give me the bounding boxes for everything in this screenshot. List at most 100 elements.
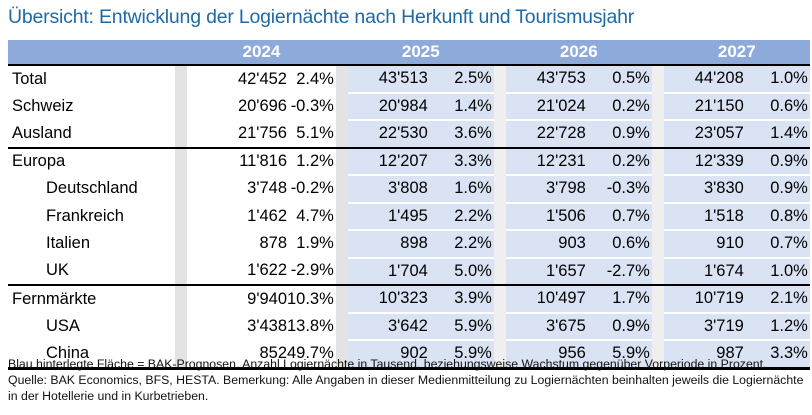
value-2026: 21'024	[505, 92, 586, 121]
column-separator	[175, 175, 187, 203]
row-label: UK	[8, 257, 175, 286]
growth-2024: 2.4%	[296, 69, 334, 88]
value-2024: 852	[187, 340, 287, 370]
growth-2027: 1.0%	[743, 65, 810, 94]
growth-2026: 0.6%	[585, 230, 652, 259]
table-row: Deutschland 3'748 -0.2% 3'808 1.6% 3'798 -0.3%…	[8, 175, 810, 204]
footnote: Blau hinterlegte Fläche = BAK-Prognosen,…	[8, 357, 804, 403]
growth-2026: 5.9%	[585, 340, 652, 370]
table-row: Total 42'452 2.4% 43'513 2.5% 43'753 0.5% 44'20…	[8, 65, 810, 94]
growth-2025: 2.2%	[427, 202, 494, 231]
growth-2027: 0.9%	[743, 175, 810, 204]
growth-2025: 3.9%	[427, 285, 494, 314]
value-2025: 898	[347, 230, 428, 259]
value-2024: 1'462	[247, 206, 287, 225]
year-header-2024: 2024	[187, 40, 336, 66]
growth-2024: 13.8%	[287, 316, 334, 335]
value-2026: 1'657	[505, 257, 586, 286]
column-separator	[335, 175, 348, 203]
column-separator	[651, 65, 664, 93]
column-separator	[493, 175, 506, 203]
growth-2024: 49.7%	[287, 340, 336, 370]
header-row: 2024 2025 2026 2027	[8, 40, 810, 66]
column-separator	[493, 230, 506, 258]
value-2026: 22'728	[505, 120, 586, 149]
growth-2025: 2.2%	[427, 230, 494, 259]
value-2024: 3'748	[247, 179, 287, 198]
column-separator	[651, 340, 664, 370]
value-2024: 878	[259, 234, 287, 253]
row-label: Fernmärkte	[12, 289, 97, 308]
column-separator	[175, 340, 187, 370]
growth-2027: 0.6%	[743, 92, 810, 121]
column-separator	[335, 285, 348, 313]
row-label: Schweiz	[12, 96, 74, 115]
table-row: Frankreich 1'462 4.7% 1'495 2.2% 1'506 0.7% 1'5…	[8, 202, 810, 231]
column-separator	[175, 312, 187, 340]
growth-2025: 5.0%	[427, 257, 494, 286]
growth-2024: 10.3%	[287, 289, 334, 308]
column-separator	[651, 147, 664, 175]
growth-2026: 0.5%	[585, 65, 652, 94]
growth-2026: 0.9%	[585, 120, 652, 149]
column-separator	[175, 92, 187, 120]
overnight-stays-table: 2024 2025 2026 2027 Total 42'452 2.4% 43'51…	[8, 40, 810, 370]
column-separator	[493, 257, 506, 286]
column-separator	[335, 312, 348, 340]
row-label: Deutschland	[46, 179, 138, 198]
value-2025: 43'513	[347, 65, 428, 94]
growth-2024: 1.2%	[296, 152, 334, 171]
growth-2024: -2.9%	[287, 257, 336, 286]
growth-2027: 0.9%	[743, 147, 810, 176]
value-2027: 44'208	[663, 65, 744, 94]
value-2027: 987	[663, 340, 744, 370]
growth-2026: 0.2%	[585, 147, 652, 176]
column-separator	[335, 65, 348, 93]
growth-2027: 0.7%	[743, 230, 810, 259]
column-separator	[651, 230, 664, 258]
value-2027: 3'719	[663, 312, 744, 341]
column-separator	[493, 312, 506, 340]
column-separator	[175, 147, 187, 175]
growth-2024: 5.1%	[287, 120, 336, 149]
column-separator	[651, 285, 664, 313]
column-separator	[175, 202, 187, 230]
growth-2026: 0.2%	[585, 92, 652, 121]
column-separator	[493, 65, 506, 93]
row-label: Italien	[46, 234, 91, 253]
value-2027: 3'830	[663, 175, 744, 204]
row-label: Ausland	[8, 120, 175, 149]
column-separator	[335, 92, 348, 120]
page-title: Übersicht: Entwicklung der Logiernächte …	[8, 6, 635, 28]
value-2024: 3'438	[247, 316, 287, 335]
table-row: Schweiz 20'696 -0.3% 20'984 1.4% 21'024 0.2% 21…	[8, 92, 810, 121]
row-label: USA	[46, 316, 80, 335]
value-2025: 10'323	[347, 285, 428, 314]
column-separator	[175, 120, 187, 149]
growth-2027: 2.1%	[743, 285, 810, 314]
table-row: Fernmärkte 9'940 10.3% 10'323 3.9% 10'497 1.7%…	[8, 285, 810, 314]
column-separator	[335, 202, 348, 230]
table-row: Ausland 21'756 5.1% 22'530 3.6% 22'728 0.9% 23'…	[8, 120, 810, 149]
row-label: Frankreich	[46, 206, 124, 225]
value-2027: 1'674	[663, 257, 744, 286]
table-row: Europa 11'816 1.2% 12'207 3.3% 12'231 0.2% 12'3…	[8, 147, 810, 176]
growth-2024: -0.3%	[290, 96, 334, 115]
table-row: Italien 878 1.9% 898 2.2% 903 0.6% 910 0.7%	[8, 230, 810, 259]
row-label: China	[8, 340, 175, 370]
value-2024: 1'622	[187, 257, 287, 286]
growth-2026: 0.9%	[585, 312, 652, 341]
row-label: Europa	[12, 152, 66, 171]
value-2025: 20'984	[347, 92, 428, 121]
column-separator	[335, 257, 348, 286]
value-2027: 23'057	[663, 120, 744, 149]
column-separator	[651, 202, 664, 230]
value-2026: 10'497	[505, 285, 586, 314]
growth-2027: 0.8%	[743, 202, 810, 231]
column-separator	[175, 65, 187, 93]
column-separator	[493, 340, 506, 370]
growth-2025: 3.3%	[427, 147, 494, 176]
column-separator	[493, 120, 506, 149]
value-2025: 1'495	[347, 202, 428, 231]
growth-2025: 1.4%	[427, 92, 494, 121]
